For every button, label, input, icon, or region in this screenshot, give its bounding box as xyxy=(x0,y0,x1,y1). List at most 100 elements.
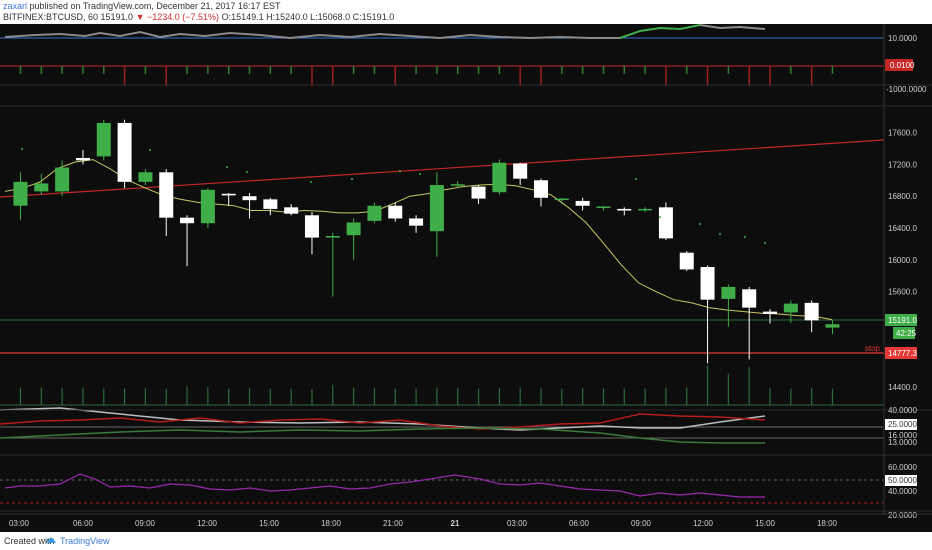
candle-body xyxy=(492,162,507,193)
tradingview-link[interactable]: TradingView xyxy=(60,536,110,546)
signal-dot xyxy=(246,171,248,173)
candle-body xyxy=(180,217,195,224)
time-label: 21:00 xyxy=(383,519,404,528)
price-tick-label: 16800.0 xyxy=(888,192,917,201)
pane3-label: 13.0000 xyxy=(888,438,917,447)
stop-label: 14777.3 xyxy=(888,349,917,358)
indicator-pane-3 xyxy=(0,407,884,444)
signal-dot xyxy=(310,181,312,183)
signal-dot xyxy=(419,173,421,175)
signal-dot xyxy=(226,166,228,168)
candle-body xyxy=(804,302,819,321)
axes: 17600.0 17200.0 16800.0 16400.0 16000.0 15600… xyxy=(0,24,932,528)
pane2-label-2: -1000.0000 xyxy=(886,85,927,94)
pane4-label: 40.0000 xyxy=(888,487,917,496)
indicator-pane-2 xyxy=(0,65,884,86)
moving-average-line xyxy=(4,159,833,321)
time-label: 09:00 xyxy=(631,519,652,528)
pane3-badge xyxy=(885,419,917,430)
pane1-green-line xyxy=(619,24,701,39)
signal-dot xyxy=(764,242,766,244)
time-label: 03:00 xyxy=(9,519,30,528)
price-tick-label: 16400.0 xyxy=(888,224,917,233)
pane1-label: 10.0000 xyxy=(888,34,917,43)
candle-body xyxy=(596,206,611,209)
chart-canvas[interactable]: 17600.0 17200.0 16800.0 16400.0 16000.0 15600… xyxy=(0,24,932,532)
trendline xyxy=(0,139,885,198)
candle-body xyxy=(471,186,486,199)
stop-text: stop xyxy=(865,344,881,353)
current-price-label: 15191.0 xyxy=(888,316,917,325)
signal-dot xyxy=(699,223,701,225)
candle-body xyxy=(638,208,653,211)
pane4-label: 20.0000 xyxy=(888,511,917,520)
pane4-label: 50.0000 xyxy=(888,476,917,485)
candle-body xyxy=(763,311,778,314)
candle-body xyxy=(575,200,590,206)
candle-body xyxy=(658,207,673,239)
candle-body xyxy=(284,207,299,214)
pane4-label: 60.0000 xyxy=(888,463,917,472)
candle-body xyxy=(159,172,174,218)
time-label: 18:00 xyxy=(321,519,342,528)
signal-dot xyxy=(744,236,746,238)
time-label: 03:00 xyxy=(507,519,528,528)
pane4-badge xyxy=(885,475,917,486)
candle-body xyxy=(409,218,424,226)
pane1-gray-line xyxy=(4,30,620,40)
signal-dot xyxy=(399,170,401,172)
publish-line: zaxarl published on TradingView.com, Dec… xyxy=(3,1,281,11)
author-link[interactable]: zaxarl xyxy=(3,1,28,11)
footer: Created with TradingView xyxy=(0,532,932,550)
indicator-pane-1 xyxy=(0,24,884,40)
created-with-text: Created with xyxy=(4,536,55,546)
symbol-info: BITFINEX:BTCUSD, 60 15191.0 xyxy=(3,12,136,22)
price-tick-label: 17600.0 xyxy=(888,129,917,138)
time-label: 15:00 xyxy=(755,519,776,528)
pane3-green-line xyxy=(0,427,765,444)
price-tick-label: 17200.0 xyxy=(888,160,917,169)
price-change: −1234.0 (−7.51%) xyxy=(147,12,220,22)
candle-body xyxy=(783,303,798,313)
candle-body xyxy=(721,286,736,299)
candle-body xyxy=(200,189,215,224)
signal-dot xyxy=(351,178,353,180)
price-tick-label: 16000.0 xyxy=(888,256,917,265)
signal-dot xyxy=(635,178,637,180)
pane3-label: 25.0000 xyxy=(888,420,917,429)
candle-body xyxy=(617,208,632,211)
candle-body xyxy=(242,196,257,201)
candle-body xyxy=(450,184,465,186)
candle-body xyxy=(429,185,444,232)
chart-area[interactable]: 17600.0 17200.0 16800.0 16400.0 16000.0 15600… xyxy=(0,24,932,532)
tradingview-cloud-icon xyxy=(46,537,56,543)
candle-body xyxy=(96,122,111,157)
candle-body xyxy=(75,157,90,161)
candle-body xyxy=(304,215,319,238)
candle-body xyxy=(13,181,28,206)
pane3-label: 16.0000 xyxy=(888,431,917,440)
time-label: 15:00 xyxy=(259,519,280,528)
candle-body xyxy=(263,199,278,209)
published-text: published on TradingView.com, December 2… xyxy=(27,1,281,11)
pane4-rsi-line xyxy=(4,473,765,498)
candle-body xyxy=(388,205,403,219)
candle-body xyxy=(700,267,715,300)
price-tick-label: 15600.0 xyxy=(888,288,917,297)
time-label: 18:00 xyxy=(817,519,838,528)
time-label: 06:00 xyxy=(73,519,94,528)
signal-dot xyxy=(659,216,661,218)
candle-body xyxy=(138,172,153,182)
candle-body xyxy=(55,167,70,192)
signal-dot xyxy=(149,149,151,151)
countdown-badge xyxy=(893,327,915,339)
current-price-badge xyxy=(885,314,917,326)
indicator-pane-4 xyxy=(0,473,884,504)
candle-body xyxy=(117,122,132,182)
time-label: 12:00 xyxy=(693,519,714,528)
chart-header: zaxarl published on TradingView.com, Dec… xyxy=(0,0,932,24)
candle-body xyxy=(325,235,340,238)
candle-body xyxy=(825,324,840,328)
time-label: 21 xyxy=(451,519,460,528)
candle-body xyxy=(534,180,548,198)
